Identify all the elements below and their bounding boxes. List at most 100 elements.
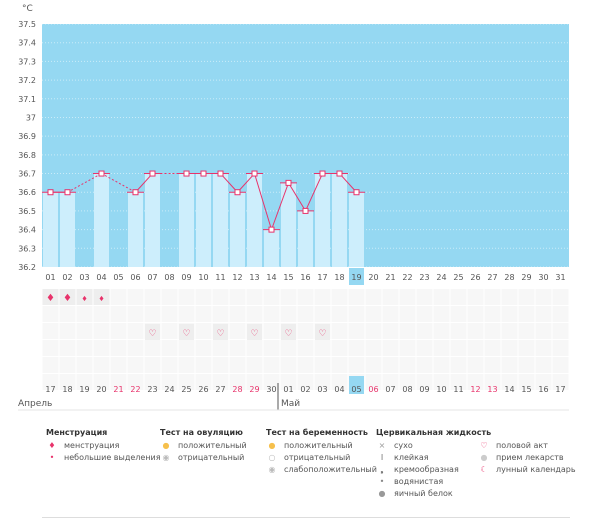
symbol-cell <box>331 357 348 373</box>
temperature-line <box>271 182 289 230</box>
pregnancy-positive-icon: ● <box>268 441 276 450</box>
symbol-cell <box>365 289 382 305</box>
symbol-cell <box>484 357 501 373</box>
temperature-point <box>302 207 309 214</box>
day-label: 26 <box>470 273 480 282</box>
day-label: 17 <box>317 273 327 282</box>
symbol-cell <box>178 306 195 322</box>
y-tick-label: 37.4 <box>18 39 36 48</box>
symbol-cell <box>144 374 161 390</box>
day-label: 01 <box>45 273 55 282</box>
symbol-cell <box>178 340 195 356</box>
symbol-cell <box>467 340 484 356</box>
date-label: 19 <box>79 385 89 394</box>
symbol-cell <box>195 306 212 322</box>
symbol-cell <box>365 357 382 373</box>
y-tick-label: 36.7 <box>18 170 36 179</box>
temperature-bar <box>94 173 109 267</box>
legend-title: Тест на беременность <box>266 428 368 437</box>
day-label: 29 <box>521 273 531 282</box>
symbol-cell <box>484 289 501 305</box>
temperature-point <box>217 170 224 177</box>
symbol-cell <box>535 323 552 339</box>
legend-label: небольшие выделения <box>64 453 161 462</box>
day-label: 27 <box>487 273 497 282</box>
date-label: 16 <box>538 385 548 394</box>
menstruation-icon: ♦ <box>63 293 72 304</box>
heart-icon: ♡ <box>148 329 156 339</box>
day-label: 22 <box>402 273 412 282</box>
legend-other: ♡ половой акт ● прием лекарств ☾ лунный кален… <box>478 428 576 476</box>
symbol-cell <box>552 357 569 373</box>
symbol-cell <box>59 340 76 356</box>
date-label: 05 <box>351 385 361 394</box>
symbol-cell <box>127 289 144 305</box>
symbol-cell <box>297 289 314 305</box>
legend-label: клейкая <box>394 453 429 462</box>
symbol-cell <box>144 306 161 322</box>
legend-item: ♦ менструация <box>46 440 161 452</box>
symbol-cell <box>263 340 280 356</box>
symbol-cell <box>42 357 59 373</box>
day-label: 10 <box>198 273 208 282</box>
dry-icon: × <box>378 441 386 450</box>
symbol-cell <box>297 323 314 339</box>
symbol-cell <box>382 289 399 305</box>
temperature-chart: °C 36.2 36.3 36.4 36.5 36.6 36.7 36.8 36.9 37 37.1… <box>18 4 569 411</box>
legend-label: отрицательный <box>284 453 351 462</box>
temperature-bar <box>264 229 279 267</box>
symbol-cell <box>297 374 314 390</box>
symbol-cell <box>365 374 382 390</box>
menstruation-cell <box>76 289 93 305</box>
symbol-cell <box>263 374 280 390</box>
legend-item: ♡ половой акт <box>478 440 576 452</box>
temperature-point <box>47 189 54 196</box>
symbol-cell <box>433 357 450 373</box>
symbol-cell <box>501 374 518 390</box>
temperature-line <box>305 173 323 212</box>
day-label: 20 <box>368 273 378 282</box>
date-label: 02 <box>300 385 310 394</box>
month-label: Апрель <box>18 399 52 409</box>
day-label: 04 <box>96 273 106 282</box>
symbol-cell <box>246 340 263 356</box>
symbol-cell <box>144 357 161 373</box>
day-label: 13 <box>249 273 259 282</box>
symbol-cell <box>246 374 263 390</box>
symbol-cell <box>535 357 552 373</box>
symbol-cell <box>93 306 110 322</box>
temperature-bar <box>247 173 262 267</box>
menstruation-cell <box>93 289 110 305</box>
symbol-cell <box>263 357 280 373</box>
date-label: 08 <box>402 385 412 394</box>
symbol-cell <box>110 340 127 356</box>
legend-label: слабоположительный <box>284 465 377 474</box>
symbol-cell <box>501 357 518 373</box>
temperature-bar <box>43 192 58 267</box>
date-label: 24 <box>164 385 174 394</box>
day-label: 12 <box>232 273 242 282</box>
temperature-line <box>237 173 255 193</box>
symbol-cell <box>263 323 280 339</box>
symbol-cell <box>331 374 348 390</box>
legend-label: половой акт <box>496 441 548 450</box>
symbol-cell <box>501 340 518 356</box>
symbol-cell <box>450 323 467 339</box>
symbol-cell <box>297 306 314 322</box>
temperature-bar <box>298 210 313 267</box>
symbol-cell <box>127 306 144 322</box>
heart-icon: ♡ <box>182 329 190 339</box>
symbol-cell <box>450 374 467 390</box>
symbol-cell <box>365 323 382 339</box>
symbol-cell <box>501 306 518 322</box>
symbol-cell <box>144 340 161 356</box>
symbol-cell <box>331 340 348 356</box>
symbol-cell <box>76 306 93 322</box>
symbol-cell <box>195 357 212 373</box>
y-tick-label: 36.9 <box>18 132 36 141</box>
symbol-cell <box>382 306 399 322</box>
date-label: 15 <box>521 385 531 394</box>
y-tick-label: 36.4 <box>18 226 36 235</box>
date-label: 13 <box>487 385 497 394</box>
